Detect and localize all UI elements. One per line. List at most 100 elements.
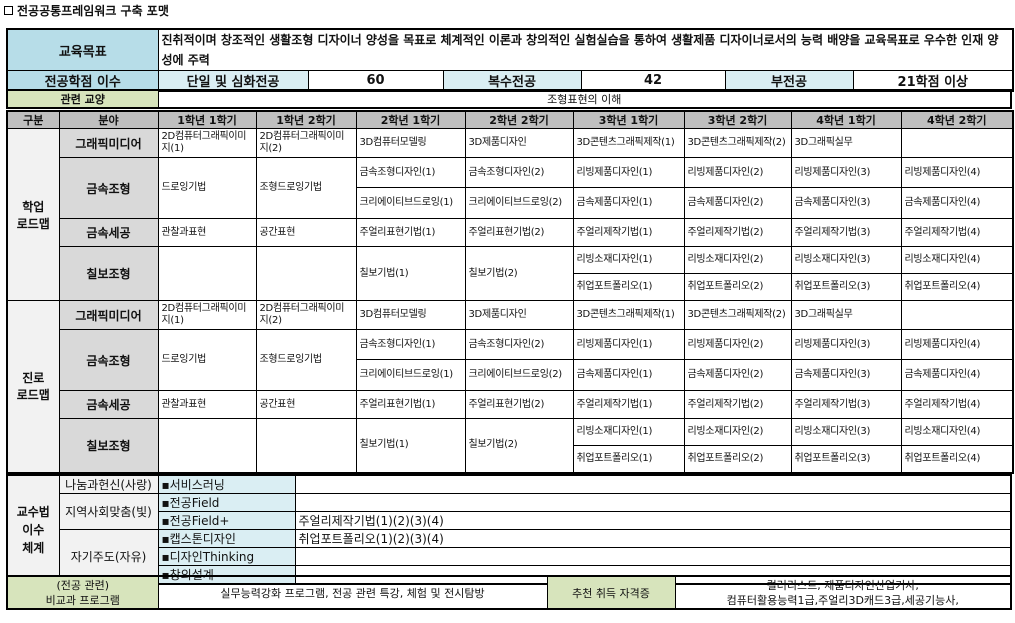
roadmap-row: 금속세공 관찰과표현 공간표현 주얼리표현기법(1) 주얼리표현기법(2) 주얼리제작기법…: [7, 390, 1014, 419]
course-cell: 관찰과표현: [157, 390, 257, 419]
field-label: 그래픽미디어: [58, 300, 159, 330]
field-label: 그래픽미디어: [58, 128, 159, 158]
course-cell: 취업포트폴리오(2): [683, 273, 792, 301]
course-cell: 리빙소재디자인(4): [900, 418, 1014, 446]
course-cell: 금속조형디자인(1): [355, 157, 466, 188]
teaching-group: 나눔과헌신(사랑): [58, 474, 159, 494]
course-cell: 리빙제품디자인(4): [900, 157, 1014, 188]
section-label: 교수법 이수 체계: [6, 474, 60, 585]
course-cell: 주얼리제작기법(4): [900, 218, 1014, 247]
teaching-group: 지역사회맞춤(빛): [58, 493, 159, 530]
header-cell: 1학년 1학기: [157, 110, 257, 129]
course-cell: 주얼리표현기법(2): [464, 390, 574, 419]
header-cell: 2학년 2학기: [464, 110, 574, 129]
course-cell: 리빙소재디자인(3): [790, 418, 902, 446]
roadmap-row: 칠보조형 칠보기법(1) 칠보기법(2) 리빙소재디자인(1) 리빙소재디자인(2) 리빙…: [7, 418, 1014, 473]
course-cell: 조형드로잉기법: [255, 157, 357, 219]
title-text: 전공공통프레임워크 구축 포맷: [17, 4, 169, 18]
header-cell: 분야: [58, 110, 159, 129]
programs-value: 실무능력강화 프로그램, 전공 관련 특강, 체험 및 전시탐방: [157, 575, 548, 610]
field-label: 칠보조형: [58, 418, 159, 473]
credits-label: 전공학점 이수: [6, 70, 159, 92]
course-cell: [255, 418, 357, 473]
course-cell: 조형드로잉기법: [255, 329, 357, 391]
course-cell: 3D컴퓨터모델링: [355, 300, 466, 330]
related-value: 조형표현의 이해: [157, 89, 1012, 109]
course-cell: 취업포트폴리오(3): [790, 445, 902, 473]
course-cell: [900, 300, 1014, 330]
field-label: 금속조형: [58, 329, 159, 391]
course-cell: 주얼리제작기법(3): [790, 390, 902, 419]
course-cell: 리빙제품디자인(3): [790, 329, 902, 360]
course-cell: 금속조형디자인(2): [464, 157, 574, 188]
course-cell: 2D컴퓨터그래픽이미지(1): [157, 300, 257, 330]
extracurricular-label: (전공 관련) 비교과 프로그램: [6, 575, 159, 610]
course-cell: [157, 246, 257, 301]
teaching-row: ▪디자인Thinking: [7, 547, 1012, 566]
teaching-row: 지역사회맞춤(빛) ▪전공Field: [7, 493, 1012, 530]
roadmap-row: 크리에이티브드로잉(1) 크리에이티브드로잉(2) 금속제품디자인(1) 금속제품디자…: [7, 359, 1014, 391]
course-cell: 금속제품디자인(4): [900, 359, 1014, 391]
teaching-method: ▪서비스러닝: [157, 474, 296, 494]
field-label: 금속세공: [58, 218, 159, 247]
label-line2: 비교과 프로그램: [45, 593, 120, 607]
course-cell: 공간표현: [255, 390, 357, 419]
course-cell: 주얼리제작기법(3): [790, 218, 902, 247]
course-cell: 크리에이티브드로잉(2): [464, 187, 574, 219]
roadmap-row: 크리에이티브드로잉(1) 크리에이티브드로잉(2) 금속제품디자인(1) 금속제품디자…: [7, 187, 1014, 219]
field-label: 금속조형: [58, 157, 159, 219]
course-cell: 금속제품디자인(2): [683, 187, 792, 219]
header-cell: 1학년 2학기: [255, 110, 357, 129]
course-cell: 2D컴퓨터그래픽이미지(2): [255, 300, 357, 330]
roadmap-row: 학업 로드맵 그래픽미디어 2D컴퓨터그래픽이미지(1) 2D컴퓨터그래픽이미지(2)…: [6, 128, 1014, 301]
course-cell: 금속제품디자인(3): [790, 187, 902, 219]
course-cell: 리빙소재디자인(1): [572, 246, 685, 274]
course-cell: 3D콘텐츠그래픽제작(1): [572, 300, 685, 330]
course-cell: 리빙소재디자인(2): [683, 246, 792, 274]
objective-table: 교육목표 진취적이며 창조적인 생활조형 디자이너 양성을 목표로 체계적인 이…: [6, 28, 1015, 92]
course-cell: 리빙제품디자인(4): [900, 329, 1014, 360]
course-cell: 관찰과표현: [157, 218, 257, 247]
page-title: 전공공통프레임워크 구축 포맷: [4, 2, 169, 19]
field-label: 칠보조형: [58, 246, 159, 301]
label-line1: (전공 관련): [56, 578, 110, 592]
course-cell: 3D제품디자인: [464, 300, 574, 330]
course-cell: 3D그래픽실무: [790, 300, 902, 330]
course-cell: 취업포트폴리오(2): [683, 445, 792, 473]
course-cell: 취업포트폴리오(1): [572, 273, 685, 301]
course-cell: 주얼리표현기법(2): [464, 218, 574, 247]
teaching-row: ▪전공Field+ 주얼리제작기법(1)(2)(3)(4): [7, 511, 1012, 530]
course-cell: 칠보기법(2): [464, 246, 574, 301]
course-cell: 리빙소재디자인(2): [683, 418, 792, 446]
teaching-value: 주얼리제작기법(1)(2)(3)(4): [294, 511, 1012, 530]
course-cell: 주얼리제작기법(1): [572, 390, 685, 419]
cert-line1: 컬러리스트, 제품디자인산업기사,: [766, 578, 919, 592]
course-cell: 금속조형디자인(2): [464, 329, 574, 360]
course-cell: 주얼리제작기법(4): [900, 390, 1014, 419]
course-cell: 칠보기법(1): [355, 418, 466, 473]
course-cell: 금속조형디자인(1): [355, 329, 466, 360]
course-cell: 칠보기법(1): [355, 246, 466, 301]
course-cell: 취업포트폴리오(1): [572, 445, 685, 473]
header-cell: 2학년 1학기: [355, 110, 466, 129]
course-cell: 2D컴퓨터그래픽이미지(2): [255, 128, 357, 158]
field-label: 금속세공: [58, 390, 159, 419]
course-cell: 리빙제품디자인(1): [572, 157, 685, 188]
course-cell: 3D제품디자인: [464, 128, 574, 158]
single-major-label: 단일 및 심화전공: [157, 70, 309, 92]
teaching-value: [294, 547, 1012, 566]
course-cell: 공간표현: [255, 218, 357, 247]
course-cell: 3D컴퓨터모델링: [355, 128, 466, 158]
course-cell: 금속제품디자인(2): [683, 359, 792, 391]
cert-label: 추천 취득 자격증: [546, 575, 676, 610]
course-cell: [157, 418, 257, 473]
course-cell: 주얼리표현기법(1): [355, 218, 466, 247]
course-cell: 주얼리제작기법(2): [683, 218, 792, 247]
teaching-table: 교수법 이수 체계 나눔과헌신(사랑) ▪서비스러닝 지역사회맞춤(빛) ▪전공Fiel…: [6, 474, 1012, 585]
teaching-value: 취업포트폴리오(1)(2)(3)(4): [294, 529, 1012, 548]
course-cell: 금속제품디자인(4): [900, 187, 1014, 219]
section-label: 학업 로드맵: [6, 128, 60, 301]
course-cell: 취업포트폴리오(4): [900, 273, 1014, 301]
related-liberal-arts: 관련 교양 조형표현의 이해: [6, 89, 1012, 109]
course-cell: 크리에이티브드로잉(1): [355, 359, 466, 391]
